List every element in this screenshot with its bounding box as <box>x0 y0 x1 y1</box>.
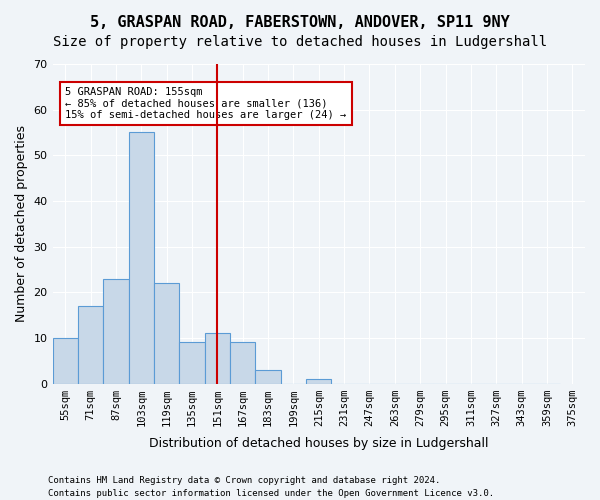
Text: Size of property relative to detached houses in Ludgershall: Size of property relative to detached ho… <box>53 35 547 49</box>
Text: 5, GRASPAN ROAD, FABERSTOWN, ANDOVER, SP11 9NY: 5, GRASPAN ROAD, FABERSTOWN, ANDOVER, SP… <box>90 15 510 30</box>
Bar <box>103 278 128 384</box>
Bar <box>78 306 103 384</box>
Bar <box>179 342 205 384</box>
Text: Contains public sector information licensed under the Open Government Licence v3: Contains public sector information licen… <box>48 488 494 498</box>
Bar <box>128 132 154 384</box>
Bar <box>205 334 230 384</box>
Bar <box>230 342 256 384</box>
X-axis label: Distribution of detached houses by size in Ludgershall: Distribution of detached houses by size … <box>149 437 488 450</box>
Bar <box>53 338 78 384</box>
Y-axis label: Number of detached properties: Number of detached properties <box>15 126 28 322</box>
Bar <box>256 370 281 384</box>
Bar <box>154 283 179 384</box>
Text: Contains HM Land Registry data © Crown copyright and database right 2024.: Contains HM Land Registry data © Crown c… <box>48 476 440 485</box>
Bar <box>306 379 331 384</box>
Text: 5 GRASPAN ROAD: 155sqm
← 85% of detached houses are smaller (136)
15% of semi-de: 5 GRASPAN ROAD: 155sqm ← 85% of detached… <box>65 87 346 120</box>
